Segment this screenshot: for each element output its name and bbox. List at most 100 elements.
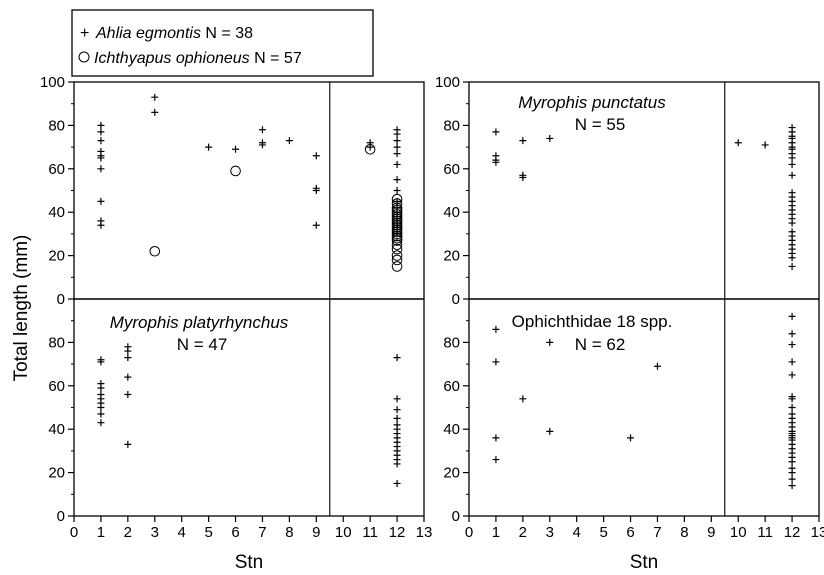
- y-tick-label: 40: [48, 421, 65, 438]
- panel-title: Myrophis punctatus: [518, 93, 666, 112]
- data-point-plus: [393, 150, 401, 158]
- x-tick-label: 10: [730, 524, 747, 541]
- y-tick-label: 80: [443, 334, 460, 351]
- y-tick-label: 60: [48, 161, 65, 178]
- y-tick-label: 60: [443, 378, 460, 395]
- x-tick-label: 0: [465, 524, 473, 541]
- x-tick-label: 5: [204, 524, 212, 541]
- x-tick-label: 10: [335, 524, 352, 541]
- data-point-plus: [788, 404, 796, 411]
- y-tick-label: 60: [48, 378, 65, 395]
- data-point-plus: [734, 139, 742, 147]
- x-tick-label: 0: [70, 524, 78, 541]
- y-tick-label: 100: [40, 74, 65, 91]
- y-tick-label: 60: [443, 161, 460, 178]
- legend-name-1: Ahlia egmontis: [95, 25, 201, 42]
- data-point-circle: [391, 254, 403, 266]
- data-point-plus: [393, 160, 401, 168]
- data-point-plus: [788, 219, 796, 227]
- data-point-plus: [788, 171, 796, 179]
- data-point-plus: [393, 137, 401, 145]
- y-tick-label: 0: [452, 508, 460, 525]
- y-tick-label: 40: [48, 204, 65, 221]
- data-point-circle: [391, 261, 403, 272]
- x-tick-label: 13: [811, 524, 824, 541]
- data-point-plus: [519, 137, 527, 145]
- x-tick-label: 11: [757, 524, 773, 541]
- legend-n-1: N = 38: [205, 25, 253, 42]
- x-tick-label: 8: [285, 524, 293, 541]
- data-point-plus: [97, 121, 105, 129]
- data-point-plus: [788, 330, 796, 338]
- x-tick-label: 7: [653, 524, 661, 541]
- data-point-plus: [653, 362, 661, 370]
- data-point-plus: [788, 262, 796, 270]
- data-point-plus: [97, 137, 105, 145]
- data-point-plus: [761, 141, 769, 149]
- x-tick-label: 3: [151, 524, 159, 541]
- data-point-circle: [391, 235, 403, 246]
- x-tick-label: 9: [707, 524, 715, 541]
- data-point-plus: [97, 358, 105, 366]
- data-point-plus: [232, 145, 240, 153]
- data-point-circle: [149, 245, 161, 257]
- data-point-plus: [97, 197, 105, 205]
- x-axis-title-right: Stn: [630, 552, 659, 573]
- data-point-plus: [519, 173, 527, 181]
- data-point-circle: [230, 165, 241, 177]
- data-point-plus: [788, 395, 796, 403]
- data-point-plus: [492, 358, 500, 366]
- data-point-plus: [97, 384, 105, 392]
- x-tick-label: 6: [626, 524, 634, 541]
- x-tick-label: 11: [362, 524, 378, 541]
- plot-frame: [468, 81, 820, 300]
- data-point-plus: [312, 187, 320, 194]
- data-point-plus: [97, 410, 105, 418]
- panel-n: N = 47: [177, 335, 228, 354]
- legend-marker-circle: [78, 51, 90, 63]
- data-point-plus: [151, 108, 159, 116]
- data-point-plus: [258, 126, 266, 134]
- data-point-plus: [788, 154, 796, 162]
- data-point-plus: [124, 440, 132, 448]
- data-point-plus: [546, 134, 554, 142]
- x-tick-label: 13: [416, 524, 433, 541]
- data-point-plus: [97, 128, 105, 136]
- x-tick-label: 12: [389, 524, 406, 541]
- panel-title: Myrophis platyrhynchus: [110, 313, 289, 332]
- y-tick-label: 20: [443, 248, 460, 265]
- data-point-plus: [788, 358, 796, 366]
- data-point-plus: [788, 458, 796, 466]
- data-point-circle: [364, 143, 376, 155]
- data-point-plus: [393, 176, 401, 184]
- data-point-circle: [391, 250, 403, 261]
- data-point-plus: [788, 371, 796, 379]
- y-axis-title: Total length (mm): [11, 235, 32, 382]
- legend-box: [71, 9, 374, 77]
- x-tick-label: 1: [492, 524, 500, 541]
- data-point-plus: [492, 158, 500, 166]
- plot-frame: [73, 81, 425, 300]
- legend-entry-2: Ichthyapus ophioneus N = 57: [94, 50, 302, 67]
- data-point-plus: [312, 221, 320, 229]
- panel-top-left: 0 20 40 60 80 100: [40, 74, 425, 308]
- panel-title: Ophichthidae 18 spp.: [512, 312, 673, 331]
- data-point-plus: [788, 482, 796, 490]
- data-point-plus: [627, 434, 635, 442]
- data-point-plus: [124, 373, 132, 381]
- data-point-plus: [788, 312, 796, 320]
- data-point-plus: [393, 354, 401, 362]
- data-point-plus: [97, 419, 105, 427]
- y-tick-label: 0: [57, 508, 65, 525]
- data-point-plus: [788, 160, 796, 168]
- data-point-plus: [124, 347, 132, 355]
- y-tick-label: 100: [435, 74, 460, 91]
- y-tick-label: 20: [443, 465, 460, 482]
- data-point-plus: [393, 143, 401, 151]
- data-point-plus: [97, 404, 105, 411]
- data-point-plus: [492, 456, 500, 464]
- data-point-plus: [151, 93, 159, 101]
